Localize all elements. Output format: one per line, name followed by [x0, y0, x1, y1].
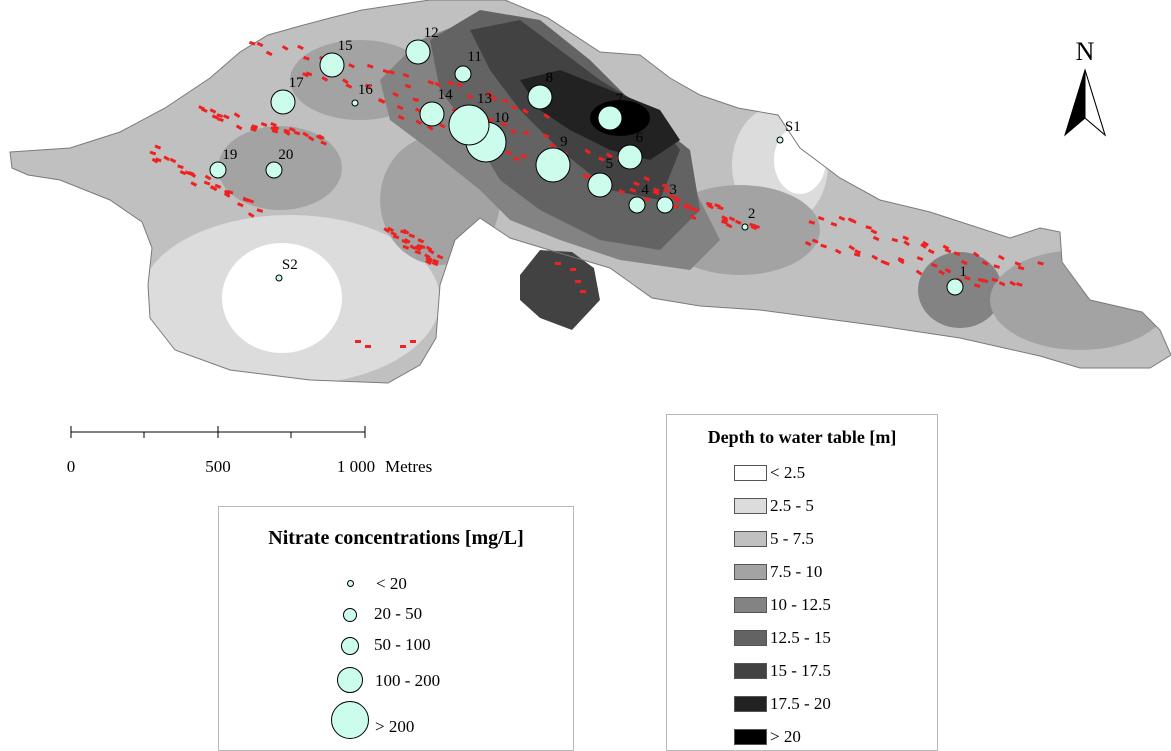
sample-marker [420, 102, 444, 126]
sample-label: 12 [424, 25, 439, 41]
sample-marker [598, 106, 622, 130]
north-arrow: N [1065, 37, 1105, 135]
nitrate-legend: Nitrate concentrations [mg/L] < 20 20 - … [218, 506, 574, 751]
depth-legend-label: > 20 [770, 727, 801, 747]
sample-label: 14 [438, 87, 454, 103]
sample-marker [406, 40, 430, 64]
depth-legend-label: 12.5 - 15 [770, 628, 831, 648]
sample-label: 16 [358, 82, 374, 98]
sample-marker [449, 105, 489, 145]
sample-label: 19 [222, 147, 237, 163]
depth-swatch [734, 531, 767, 547]
sample-label: 6 [636, 130, 644, 146]
depth-swatch [734, 465, 767, 481]
scale-bar: 0 500 1 000 Metres [50, 420, 470, 480]
sample-label: 15 [338, 38, 353, 54]
nitrate-symbol-icon [343, 608, 357, 622]
scale-label-500: 500 [205, 457, 231, 476]
depth-swatch [734, 696, 767, 712]
sample-marker [536, 148, 570, 182]
sample-label: S1 [785, 119, 801, 135]
sample-marker [588, 173, 612, 197]
nitrate-legend-item: 20 - 50 [219, 600, 573, 630]
sample-label: 13 [477, 91, 492, 107]
depth-legend: Depth to water table [m] < 2.5 2.5 - 5 5 -… [666, 414, 938, 751]
sample-label: 17 [289, 75, 305, 91]
sample-label: 20 [278, 147, 293, 163]
depth-swatch [734, 597, 767, 613]
nitrate-symbol-icon [341, 637, 359, 655]
sample-label: 11 [467, 49, 481, 65]
scale-units: Metres [385, 457, 432, 476]
nitrate-legend-item: < 20 [219, 570, 573, 600]
depth-legend-label: 17.5 - 20 [770, 694, 831, 714]
nitrate-legend-title: Nitrate concentrations [mg/L] [219, 527, 573, 550]
sample-marker [629, 197, 645, 213]
sample-label: 7 [616, 91, 624, 107]
nitrate-legend-item: 50 - 100 [219, 630, 573, 660]
depth-legend-label: 7.5 - 10 [770, 562, 822, 582]
sample-marker [266, 162, 282, 178]
sample-marker [528, 85, 552, 109]
scale-label-0: 0 [67, 457, 76, 476]
sample-marker [352, 100, 358, 106]
sample-marker [320, 53, 344, 77]
sample-label: 3 [669, 182, 677, 198]
sample-marker [455, 66, 471, 82]
depth-legend-label: < 2.5 [770, 463, 805, 483]
sample-label: 2 [748, 206, 756, 222]
sample-marker [742, 224, 748, 230]
nitrate-symbol-icon [337, 667, 363, 693]
depth-zones [0, 0, 1171, 400]
depth-swatch [734, 663, 767, 679]
nitrate-symbol-icon [331, 701, 369, 739]
sample-marker [657, 197, 673, 213]
sample-label: 9 [560, 134, 568, 150]
sample-label: S2 [282, 257, 298, 273]
scale-label-1000: 1 000 [337, 457, 375, 476]
sample-marker [777, 137, 783, 143]
depth-legend-title: Depth to water table [m] [667, 427, 937, 448]
sample-marker [210, 162, 226, 178]
depth-legend-label: 10 - 12.5 [770, 595, 831, 615]
depth-swatch [734, 498, 767, 514]
depth-swatch [734, 630, 767, 646]
depth-swatch [734, 729, 767, 745]
depth-swatch [734, 564, 767, 580]
sample-label: 1 [959, 264, 967, 280]
sample-marker [618, 145, 642, 169]
sample-label: 10 [494, 110, 509, 126]
sample-label: 5 [606, 156, 614, 172]
sample-marker [271, 90, 295, 114]
sample-marker [276, 275, 282, 281]
sample-label: 4 [641, 182, 649, 198]
nitrate-symbol-icon [347, 580, 354, 587]
sample-label: 8 [546, 70, 554, 86]
depth-legend-label: 2.5 - 5 [770, 496, 814, 516]
nitrate-legend-item: > 200 [219, 697, 573, 727]
sample-marker [947, 279, 963, 295]
depth-legend-label: 15 - 17.5 [770, 661, 831, 681]
north-label: N [1076, 37, 1095, 66]
depth-legend-label: 5 - 7.5 [770, 529, 814, 549]
nitrate-legend-item: 100 - 200 [219, 662, 573, 692]
